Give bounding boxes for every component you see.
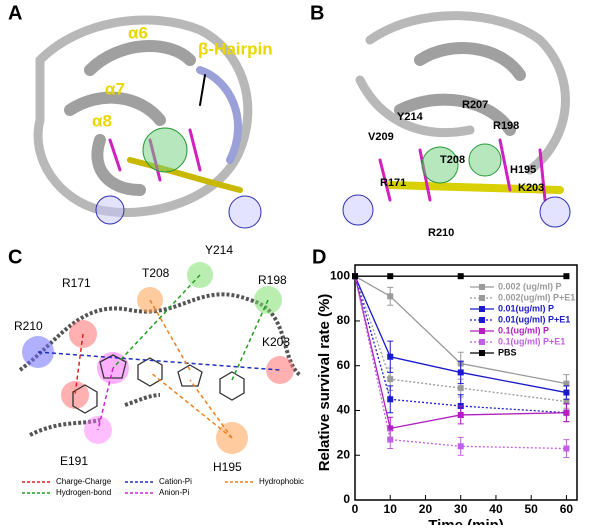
legend-marker — [479, 295, 485, 301]
residue-label: R207 — [462, 99, 488, 111]
helix-label: α8 — [92, 111, 112, 130]
legend-marker — [479, 328, 485, 334]
panel-b-structure — [342, 11, 571, 228]
chart-d: 0 20 40 60 80 100 0 10 20 30 40 50 60 Time (min) Relat… — [316, 264, 578, 530]
series-line — [354, 275, 567, 403]
panel-label: D — [312, 246, 326, 268]
y-tick-label: 80 — [337, 313, 351, 327]
legend-label: Hydrophobic — [259, 477, 304, 486]
residue-label: R210 — [428, 227, 454, 239]
legend-label: Cation-Pi — [159, 477, 192, 486]
residue-label: R210 — [14, 319, 43, 333]
y-tick-label: 40 — [337, 403, 351, 417]
marker — [563, 380, 570, 387]
marker — [387, 436, 394, 443]
y-tick-label: 60 — [337, 358, 351, 372]
series-line — [354, 275, 567, 394]
x-tick-label: 0 — [352, 502, 359, 516]
x-tick-label: 30 — [454, 502, 468, 516]
panel-c-diagram — [18, 262, 302, 454]
y-tick-label: 20 — [337, 447, 351, 461]
marker — [563, 273, 570, 280]
series-line — [354, 276, 567, 430]
panel-label: C — [8, 246, 22, 268]
marker — [387, 425, 394, 432]
marker — [563, 445, 570, 452]
x-tick-label: 40 — [489, 502, 503, 516]
legend-label: 0.1(ug/ml) P — [498, 325, 549, 335]
marker — [457, 273, 464, 280]
panel-label: B — [310, 2, 324, 24]
y-tick-label: 0 — [343, 492, 350, 506]
legend-label: PBS — [498, 347, 517, 357]
residue-label: R198 — [258, 273, 287, 287]
legend-label: 0.002 (ug/ml) P — [498, 281, 562, 291]
marker — [387, 293, 394, 300]
x-tick-label: 10 — [384, 502, 398, 516]
residue-label: H195 — [213, 460, 242, 474]
residue-label: Y214 — [397, 111, 424, 123]
marker — [457, 369, 464, 376]
legend-label: Hydrogen-bond — [56, 488, 111, 497]
series-line — [354, 275, 567, 385]
series-line — [354, 276, 567, 414]
marker — [387, 396, 394, 403]
residue-label: R198 — [493, 120, 519, 132]
plot-frame — [354, 264, 578, 501]
marker — [457, 385, 464, 392]
x-tick-label: 50 — [525, 502, 539, 516]
y-tick-label: 100 — [330, 268, 350, 282]
residue-label: V209 — [368, 131, 394, 143]
legend-label: 0.002(ug/ml) P+E1 — [498, 292, 575, 302]
marker — [457, 443, 464, 450]
helix-label: β-Hairpin — [198, 39, 273, 58]
legend-marker — [479, 284, 485, 290]
marker — [387, 273, 394, 280]
legend-marker — [479, 317, 485, 323]
x-tick-label: 60 — [560, 502, 574, 516]
legend-marker — [479, 339, 485, 345]
residue-label: K203 — [518, 182, 544, 194]
marker — [563, 409, 570, 416]
marker — [563, 398, 570, 405]
panel-label: A — [8, 2, 22, 24]
legend-label: Anion-Pi — [159, 488, 189, 497]
residue-label: T208 — [440, 154, 465, 166]
residue-label: E191 — [60, 454, 88, 468]
y-axis-label: Relative survival rate (%) — [316, 294, 333, 472]
legend-label: 0.01(ug/ml) P — [498, 303, 554, 313]
marker — [387, 353, 394, 360]
marker — [457, 411, 464, 418]
x-axis-label: Time (min) — [428, 517, 504, 525]
marker — [352, 273, 358, 280]
panel-c-legend: Charge-Charge Hydrogen-bond Cation-Pi Anion… — [22, 477, 304, 497]
residue-label: K203 — [262, 335, 290, 349]
helix-label: α7 — [105, 79, 125, 98]
legend-label: 0.1(ug/ml) P+E1 — [498, 336, 565, 346]
legend-marker — [479, 306, 485, 312]
legend-label: 0.01(ug/ml) P+E1 — [498, 314, 570, 324]
legend-marker — [479, 350, 485, 356]
residue-label: T208 — [142, 266, 170, 280]
panel-a-structure — [33, 15, 262, 229]
residue-label: R171 — [380, 177, 406, 189]
helix-label: α6 — [128, 23, 148, 42]
x-tick-label: 20 — [419, 502, 433, 516]
marker — [387, 376, 394, 383]
legend-label: Charge-Charge — [56, 477, 112, 486]
residue-label: R171 — [62, 276, 91, 290]
marker — [563, 389, 570, 396]
residue-label: Y214 — [205, 243, 233, 257]
residue-label: H195 — [510, 164, 536, 176]
